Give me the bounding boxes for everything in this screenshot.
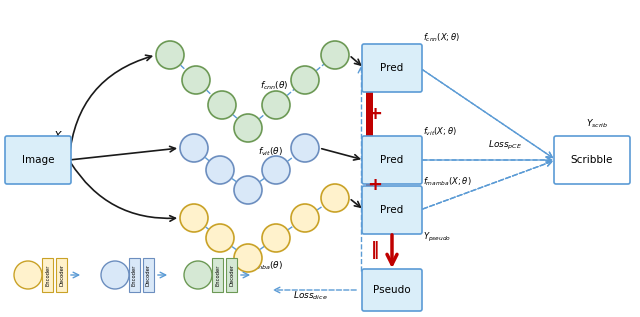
Bar — [226, 258, 237, 292]
Text: Scribble: Scribble — [571, 155, 613, 165]
Text: $f_{mamba}(\theta)$: $f_{mamba}(\theta)$ — [242, 259, 283, 271]
Text: ‖: ‖ — [371, 241, 379, 259]
Text: Pred: Pred — [380, 155, 404, 165]
Circle shape — [234, 176, 262, 204]
Bar — [42, 258, 53, 292]
Circle shape — [262, 224, 290, 252]
Circle shape — [321, 41, 349, 69]
Text: Encoder: Encoder — [215, 264, 220, 286]
Text: $f_{mamba}(X;\theta)$: $f_{mamba}(X;\theta)$ — [423, 175, 472, 187]
Text: $f_{cnn}(X;\theta)$: $f_{cnn}(X;\theta)$ — [423, 32, 460, 44]
FancyBboxPatch shape — [362, 186, 422, 234]
FancyBboxPatch shape — [554, 136, 630, 184]
Text: Pseudo: Pseudo — [373, 285, 411, 295]
Text: Decoder: Decoder — [229, 264, 234, 286]
Circle shape — [101, 261, 129, 289]
Text: $f_{vit}(\theta)$: $f_{vit}(\theta)$ — [258, 146, 283, 158]
Text: +: + — [367, 176, 383, 194]
Text: Decoder: Decoder — [59, 264, 64, 286]
Text: $Loss_{pCE}$: $Loss_{pCE}$ — [488, 139, 522, 152]
Circle shape — [206, 156, 234, 184]
Text: $Y_{pseudo}$: $Y_{pseudo}$ — [423, 231, 451, 244]
FancyBboxPatch shape — [5, 136, 71, 184]
Circle shape — [291, 66, 319, 94]
FancyBboxPatch shape — [362, 269, 422, 311]
Text: Encoder: Encoder — [132, 264, 137, 286]
Bar — [366, 46, 373, 232]
Bar — [129, 258, 140, 292]
Bar — [212, 258, 223, 292]
Text: Encoder: Encoder — [45, 264, 50, 286]
Circle shape — [291, 134, 319, 162]
Circle shape — [156, 41, 184, 69]
Text: Image: Image — [22, 155, 54, 165]
Circle shape — [291, 204, 319, 232]
Text: Pred: Pred — [380, 205, 404, 215]
Text: $Loss_{dice}$: $Loss_{dice}$ — [292, 289, 328, 301]
Circle shape — [206, 224, 234, 252]
Circle shape — [180, 204, 208, 232]
Circle shape — [14, 261, 42, 289]
Text: $f_{cnn}(\theta)$: $f_{cnn}(\theta)$ — [260, 79, 289, 92]
Text: Pred: Pred — [380, 63, 404, 73]
Text: $X$: $X$ — [53, 129, 63, 141]
Circle shape — [180, 134, 208, 162]
Circle shape — [234, 244, 262, 272]
Circle shape — [182, 66, 210, 94]
FancyBboxPatch shape — [362, 44, 422, 92]
Text: Decoder: Decoder — [146, 264, 151, 286]
FancyBboxPatch shape — [362, 136, 422, 184]
Circle shape — [208, 91, 236, 119]
Circle shape — [321, 184, 349, 212]
Circle shape — [184, 261, 212, 289]
Circle shape — [234, 114, 262, 142]
Circle shape — [262, 91, 290, 119]
Circle shape — [262, 156, 290, 184]
Bar — [143, 258, 154, 292]
Text: $f_{vit}(X;\theta)$: $f_{vit}(X;\theta)$ — [423, 125, 457, 138]
Text: $Y_{scrib}$: $Y_{scrib}$ — [586, 118, 608, 130]
Bar — [56, 258, 67, 292]
Text: +: + — [367, 105, 383, 123]
